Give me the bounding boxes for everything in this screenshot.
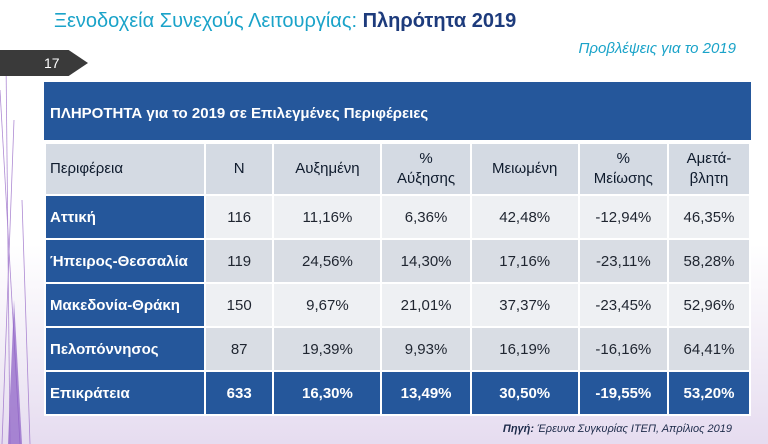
page-number-tab: 17 (0, 50, 88, 76)
cell-decreased: 30,50% (471, 372, 578, 414)
cell-n: 150 (205, 284, 273, 326)
cell-unchanged: 52,96% (668, 284, 749, 326)
cell-decreased: 42,48% (471, 196, 578, 238)
data-table: Περιφέρεια N Αυξημένη % Αύξησης Μειωμένη … (44, 142, 751, 416)
cell-increased: 24,56% (274, 240, 381, 282)
cell-decreased: 37,37% (471, 284, 578, 326)
column-header-increased: Αυξημένη (274, 144, 381, 194)
column-header-unchanged: Αμετά-βλητη (668, 144, 749, 194)
cell-increased: 9,67% (274, 284, 381, 326)
cell-n: 119 (205, 240, 273, 282)
title-highlight: Πληρότητα 2019 (362, 10, 517, 32)
table-row: Πελοπόννησος 87 19,39% 9,93% 16,19% -16,… (46, 328, 749, 370)
cell-pct-increase: 13,49% (382, 372, 470, 414)
title-text: Ξενοδοχεία Συνεχούς Λειτουργίας: (54, 10, 363, 32)
cell-pct-decrease: -23,45% (579, 284, 667, 326)
cell-pct-increase: 14,30% (382, 240, 470, 282)
cell-region: Μακεδονία-Θράκη (46, 284, 204, 326)
table-total-row: Επικράτεια 633 16,30% 13,49% 30,50% -19,… (46, 372, 749, 414)
cell-region: Πελοπόννησος (46, 328, 204, 370)
cell-pct-decrease: -16,16% (579, 328, 667, 370)
page-number: 17 (44, 55, 60, 71)
cell-unchanged: 58,28% (668, 240, 749, 282)
cell-pct-increase: 9,93% (382, 328, 470, 370)
table-row: Ήπειρος-Θεσσαλία 119 24,56% 14,30% 17,16… (46, 240, 749, 282)
page-title: Ξενοδοχεία Συνεχούς Λειτουργίας: Πληρότη… (54, 10, 516, 33)
source-note: Πηγή: Έρευνα Συγκυρίας ΙΤΕΠ, Απρίλιος 20… (503, 423, 732, 435)
table-header: ΠΛΗΡΟΤΗΤΑ για το 2019 σε Επιλεγμένες Περ… (44, 82, 751, 140)
cell-unchanged: 53,20% (668, 372, 749, 414)
cell-n: 87 (205, 328, 273, 370)
cell-decreased: 16,19% (471, 328, 578, 370)
source-text: Έρευνα Συγκυρίας ΙΤΕΠ, Απρίλιος 2019 (534, 423, 732, 435)
column-header-row: Περιφέρεια N Αυξημένη % Αύξησης Μειωμένη … (46, 144, 749, 194)
cell-pct-decrease: -23,11% (579, 240, 667, 282)
cell-increased: 16,30% (274, 372, 381, 414)
cell-increased: 19,39% (274, 328, 381, 370)
cell-unchanged: 46,35% (668, 196, 749, 238)
table-row: Αττική 116 11,16% 6,36% 42,48% -12,94% 4… (46, 196, 749, 238)
cell-decreased: 17,16% (471, 240, 578, 282)
cell-increased: 11,16% (274, 196, 381, 238)
cell-n: 633 (205, 372, 273, 414)
occupancy-table: ΠΛΗΡΟΤΗΤΑ για το 2019 σε Επιλεγμένες Περ… (44, 82, 751, 416)
source-label: Πηγή: (502, 423, 535, 435)
column-header-decreased: Μειωμένη (471, 144, 578, 194)
cell-region: Επικράτεια (46, 372, 204, 414)
column-header-region: Περιφέρεια (46, 144, 204, 194)
cell-region: Αττική (46, 196, 204, 238)
column-header-n: N (205, 144, 273, 194)
cell-pct-increase: 21,01% (382, 284, 470, 326)
cell-region: Ήπειρος-Θεσσαλία (46, 240, 204, 282)
table-row: Μακεδονία-Θράκη 150 9,67% 21,01% 37,37% … (46, 284, 749, 326)
decorative-lines (0, 59, 31, 444)
cell-n: 116 (205, 196, 273, 238)
column-header-pct-increase: % Αύξησης (382, 144, 470, 194)
column-header-pct-decrease: % Μείωσης (579, 144, 667, 194)
cell-pct-decrease: -12,94% (579, 196, 667, 238)
cell-pct-decrease: -19,55% (579, 372, 667, 414)
table-header-title: ΠΛΗΡΟΤΗΤΑ για το 2019 σε Επιλεγμένες Περ… (50, 105, 429, 122)
page-subtitle: Προβλέψεις για το 2019 (578, 40, 736, 57)
cell-unchanged: 64,41% (668, 328, 749, 370)
cell-pct-increase: 6,36% (382, 196, 470, 238)
